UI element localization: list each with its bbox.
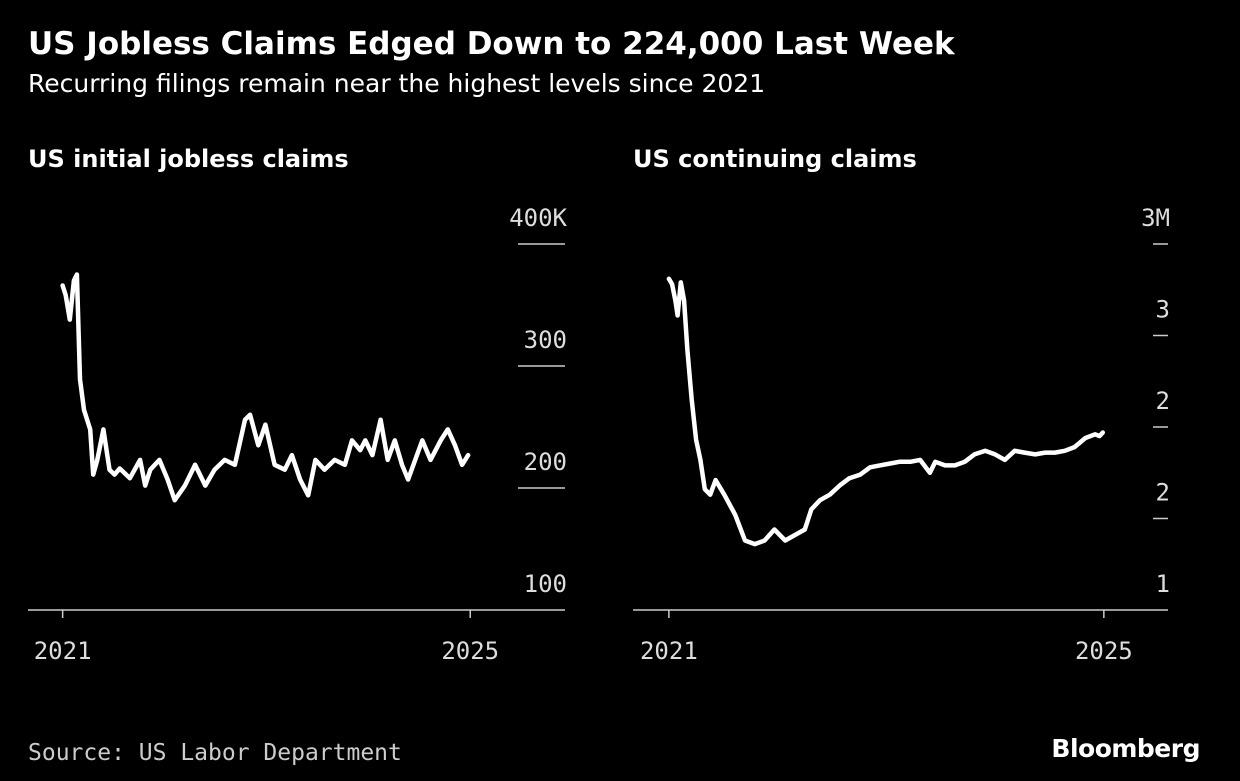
- y-tick-label: 400K: [509, 204, 567, 232]
- y-tick-label: 1: [1156, 570, 1170, 598]
- line-series: [666, 276, 1106, 547]
- chart-title: US continuing claims: [633, 145, 917, 173]
- source: Source: US Labor Department: [28, 740, 402, 766]
- x-tick-label: 2021: [34, 637, 92, 665]
- x-tick-label: 2021: [640, 637, 698, 665]
- x-tick-label: 2025: [441, 637, 499, 665]
- y-tick-label: 2: [1156, 479, 1170, 507]
- y-tick-label: 300: [524, 326, 567, 354]
- y-tick-label: 100: [524, 570, 567, 598]
- y-tick-label: 3M: [1141, 204, 1170, 232]
- chart-title: US initial jobless claims: [28, 145, 349, 173]
- y-tick-label: 200: [524, 448, 567, 476]
- y-tick-label: 3: [1156, 296, 1170, 324]
- y-tick-label: 2: [1156, 387, 1170, 415]
- page-subtitle: Recurring filings remain near the highes…: [28, 69, 765, 98]
- logo: Bloomberg: [1051, 734, 1200, 763]
- line-series: [60, 272, 471, 503]
- x-tick-label: 2025: [1075, 637, 1133, 665]
- page-title: US Jobless Claims Edged Down to 224,000 …: [28, 26, 956, 62]
